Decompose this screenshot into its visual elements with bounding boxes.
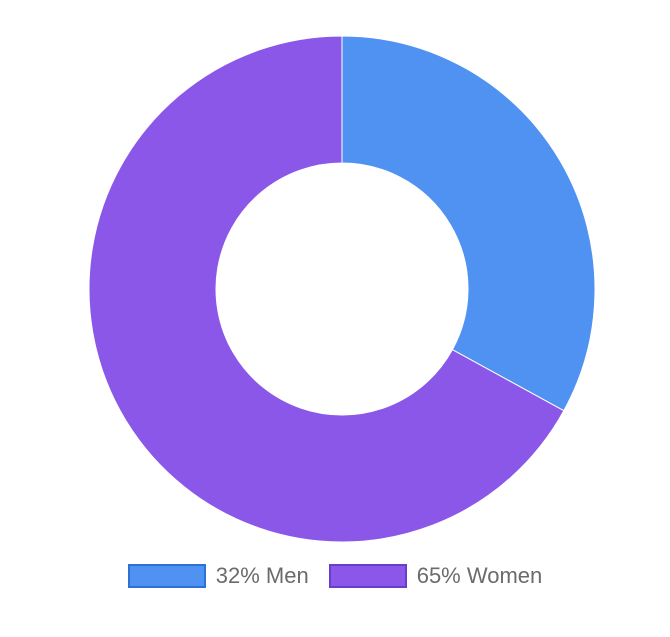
- doughnut-chart: [88, 35, 596, 543]
- slice-women[interactable]: [88, 35, 565, 543]
- chart-legend: 32% Men 65% Women: [0, 559, 670, 593]
- legend-swatch-men: [127, 564, 206, 588]
- legend-label-men: 32% Men: [215, 563, 309, 588]
- legend-item-women[interactable]: 65% Women: [328, 563, 543, 589]
- chart-canvas: [88, 35, 596, 543]
- legend-label-women: 65% Women: [416, 563, 543, 588]
- slice-men[interactable]: [341, 35, 596, 412]
- legend-item-men[interactable]: 32% Men: [127, 563, 309, 589]
- legend-swatch-women: [328, 564, 407, 588]
